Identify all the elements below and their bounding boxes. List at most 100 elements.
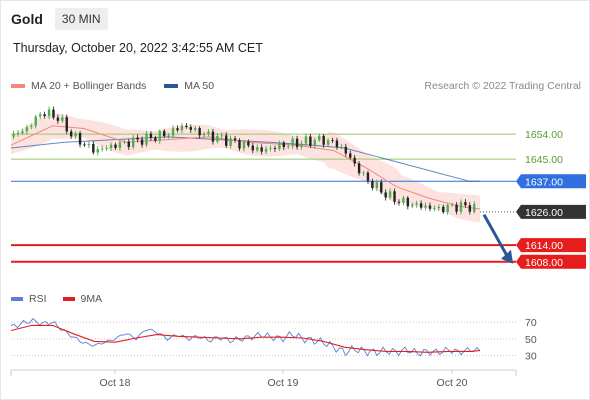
legend-item-9ma: 9MA [62,293,103,305]
rsi-tick-50: 50 [525,334,537,346]
candle-body [362,172,365,174]
candle-body [12,133,15,137]
candle-body [428,205,432,209]
candle-body [96,149,99,153]
candle-body [158,131,161,141]
candle-body [189,127,192,130]
candle-body [273,148,277,149]
candle-body [114,144,117,148]
level-label-1637-00: 1637.00 [525,176,563,188]
candle-body [163,131,166,136]
candle-body [251,145,254,151]
candle-body [211,131,215,142]
candle-body [269,148,272,149]
candle-body [278,142,281,149]
ma20-line [10,125,481,210]
candle-body [335,140,339,147]
legend-item-ma50: MA 50 [164,80,214,92]
candle-body [402,197,405,203]
rsi-line [10,317,481,357]
candle-body [415,203,418,205]
candle-body [78,133,82,145]
rsi-legend: RSI 9MA [11,293,118,305]
candle-body [140,139,144,145]
level-tag-1614-00 [516,238,586,253]
rsi-tick-70: 70 [525,317,537,329]
candle-body [25,127,29,132]
candle-body [167,135,170,137]
candle-body [344,146,348,154]
candle-body [393,191,396,202]
candle-body [229,138,232,146]
candle-body [340,146,343,148]
candle-body [233,138,237,141]
legend-item-rsi: RSI [11,293,47,305]
level-label-1626-00: 1626.00 [525,207,563,219]
level-tag-1637-00 [516,174,586,189]
level-label-1645-00: 1645.00 [525,154,563,166]
candle-body [318,135,321,141]
level-tag-1608-00 [516,254,586,269]
candle-body [397,201,401,203]
chart-datetime: Thursday, October 20, 2022 3:42:55 AM CE… [13,41,263,55]
level-tag-1626-00 [516,204,586,219]
candle-body [433,208,436,209]
candle-body [442,206,445,213]
candle-body [69,131,73,137]
candle-body [92,143,95,153]
candle-body [437,206,441,209]
candle-body [109,144,113,149]
rsi-tick-30: 30 [525,351,537,363]
candle-body [194,128,197,130]
candle-body [74,133,77,137]
symbol-title: Gold [11,11,43,27]
legend-swatch-9ma [62,297,75,301]
timeframe-badge[interactable]: 30 MIN [54,8,108,30]
legend-item-ma20: MA 20 + Bollinger Bands [11,80,146,92]
candle-body [371,180,374,189]
bollinger-band [11,112,480,223]
candle-body [406,197,410,207]
candle-body [56,117,60,121]
x-tick-label: Oct 20 [437,377,468,389]
candle-body [123,141,126,143]
research-credit: Research © 2022 Trading Central [424,80,581,92]
candle-body [83,144,86,146]
candle-body [52,109,55,118]
level-label-1654-00: 1654.00 [525,129,563,141]
legend-label-rsi: RSI [29,293,47,305]
candle-body [446,204,449,213]
legend-swatch-ma50 [164,84,179,88]
candle-body [65,117,68,132]
x-tick-label: Oct 19 [268,377,299,389]
candle-body [384,192,387,198]
candle-body [388,191,392,198]
candle-body [300,143,303,148]
candle-body [419,203,423,208]
chart-header: Gold 30 MIN [0,0,590,38]
level-label-1608-00: 1608.00 [525,257,563,269]
candle-body [349,153,352,158]
legend-swatch-ma20 [11,84,25,88]
candle-body [260,147,263,152]
candle-body [34,116,37,126]
candle-body [61,117,64,121]
legend-label-9ma: 9MA [80,293,103,305]
candle-body [176,128,179,131]
legend-label-ma50: MA 50 [184,80,215,92]
candle-body [322,135,325,145]
candle-body [411,204,414,207]
candle-body [207,131,210,134]
candle-body [450,204,454,206]
candle-body [295,138,299,148]
legend-label-ma20: MA 20 + Bollinger Bands [31,80,147,92]
candle-body [287,146,290,148]
price-legend: MA 20 + Bollinger Bands MA 50 [11,80,232,92]
ma50-line [10,136,480,182]
candle-body [105,148,108,149]
candle-body [132,137,135,148]
candle-body [331,140,334,141]
candle-body [366,172,370,181]
candle-body [127,141,130,148]
